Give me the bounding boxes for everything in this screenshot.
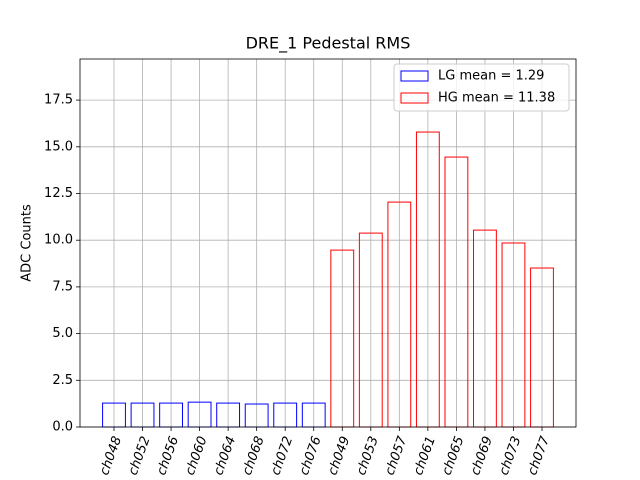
x-tick-label: ch060 xyxy=(183,434,211,477)
x-tick-label: ch052 xyxy=(126,434,154,477)
x-tick-label: ch057 xyxy=(383,434,411,478)
legend-swatch xyxy=(400,70,429,82)
x-tick-label: ch049 xyxy=(325,434,353,477)
x-tick-label: ch068 xyxy=(240,434,268,477)
x-tick-label: ch073 xyxy=(497,434,525,477)
x-tick-label: ch048 xyxy=(97,434,125,477)
chart-title: DRE_1 Pedestal RMS xyxy=(246,34,411,54)
y-tick-label: 7.5 xyxy=(52,279,73,294)
y-axis-label: ADC Counts xyxy=(20,204,35,282)
x-tick-label: ch053 xyxy=(354,434,382,477)
y-tick-label: 0.0 xyxy=(52,420,73,435)
x-tick-label: ch061 xyxy=(411,434,439,477)
legend-box xyxy=(393,63,570,112)
legend-label: LG mean = 1.29 xyxy=(438,69,544,84)
x-tick-label: ch076 xyxy=(297,434,325,477)
plot-frame xyxy=(79,58,577,428)
x-tick-label: ch064 xyxy=(211,434,239,477)
y-tick-label: 15.0 xyxy=(44,139,73,154)
y-tick-label: 5.0 xyxy=(52,326,73,341)
y-tick-label: 2.5 xyxy=(52,373,73,388)
x-tick-label: ch056 xyxy=(154,434,182,477)
x-tick-label: ch077 xyxy=(525,434,553,478)
y-tick-label: 10.0 xyxy=(44,233,73,248)
x-tick-label: ch069 xyxy=(468,434,496,477)
legend-label: HG mean = 11.38 xyxy=(438,91,555,106)
legend-swatch xyxy=(400,92,429,104)
y-tick-label: 17.5 xyxy=(44,93,73,108)
y-tick-label: 12.5 xyxy=(44,186,73,201)
x-tick-label: ch065 xyxy=(440,434,468,477)
x-tick-label: ch072 xyxy=(268,434,296,477)
